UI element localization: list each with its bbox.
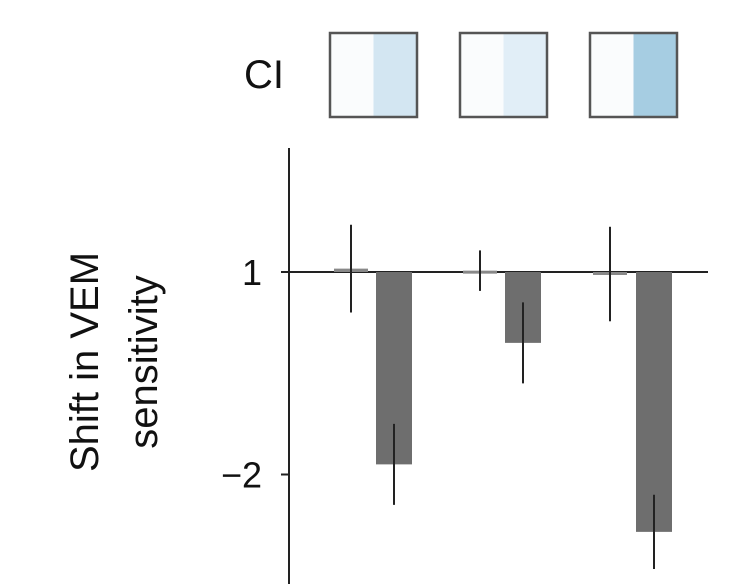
ci-swatch-right: [373, 33, 417, 117]
ci-label: CI: [244, 53, 284, 97]
y-axis-label-line2: sensitivity: [122, 275, 166, 448]
ci-swatch-left: [590, 33, 634, 117]
ci-swatch-right: [633, 33, 677, 117]
ci-swatch-left: [330, 33, 374, 117]
ci-swatch-border: [458, 31, 549, 119]
ci-swatch-right: [503, 33, 547, 117]
plot-area: 1−2−4: [221, 148, 708, 584]
ci-swatch-border: [588, 31, 679, 119]
y-tick-label: 1: [242, 252, 262, 293]
ci-legend-row: CI: [244, 31, 679, 119]
y-axis-label-line1: Shift in VEM: [63, 252, 107, 472]
y-axis-label-line2-text: sensitivity: [122, 275, 166, 448]
ci-swatch-left: [460, 33, 504, 117]
y-tick-label: −2: [221, 455, 262, 496]
ci-swatch-border: [328, 31, 419, 119]
bar: [636, 272, 672, 532]
y-axis-label: Shift in VEM: [63, 252, 107, 472]
